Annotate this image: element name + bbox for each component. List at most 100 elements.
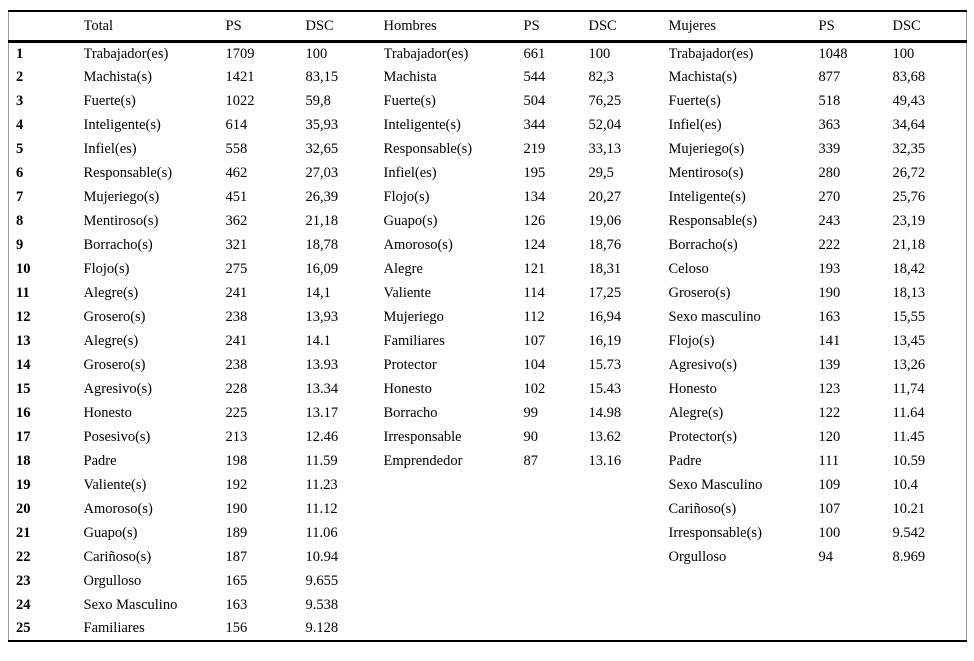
total-dsc: 11.06 [305,524,338,541]
mujeres-dsc: 10.21 [892,500,926,517]
total-dsc: 12.46 [305,428,339,445]
row-number: 9 [16,236,24,253]
hombres-dsc: 82,3 [588,68,614,85]
table-row: 7 Mujeriego(s) 451 26,39 Flojo(s) 134 20,27 Int… [9,185,967,209]
table-row: 19 Valiente(s) 192 11.23 Sexo Masculino 109 10… [9,473,967,497]
row-number: 12 [16,308,31,325]
total-dsc: 9.128 [305,620,339,637]
total-label: Honesto [83,404,132,421]
table-row: 4 Inteligente(s) 614 35,93 Inteligente(s) 344… [9,113,967,137]
mujeres-dsc: 23,19 [892,212,926,229]
total-label: Flojo(s) [83,260,130,277]
row-number: 16 [16,404,31,421]
total-dsc: 27,03 [305,164,339,181]
total-dsc: 35,93 [305,116,339,133]
frequency-table: Total PS DSC Hombres PS DSC Mujeres PS DSC 1 Trab… [8,10,967,642]
mujeres-dsc: 18,13 [892,284,926,301]
mujeres-label: Trabajador(es) [668,45,754,62]
hombres-dsc: 20,27 [588,188,622,205]
table-body: 1 Trabajador(es) 1709 100 Trabajador(es) 661 1… [9,41,967,641]
hombres-dsc: 19,06 [588,212,622,229]
hombres-label: Valiente [383,284,432,301]
mujeres-label: Borracho(s) [668,236,738,253]
hombres-dsc: 13.62 [588,428,622,445]
mujeres-ps: 339 [818,140,841,157]
column-header-hombres-dsc: DSC [588,11,669,43]
table-row: 3 Fuerte(s) 1022 59,8 Fuerte(s) 504 76,25 Fuert… [9,89,967,113]
table-row: 10 Flojo(s) 275 16,09 Alegre 121 18,31 Celoso 19… [9,257,967,281]
mujeres-ps: 877 [818,68,841,85]
total-label: Fuerte(s) [83,92,136,109]
mujeres-dsc [893,569,967,593]
hombres-label: Machista [383,68,437,85]
total-ps: 238 [225,308,248,325]
column-header-total-ps: PS [225,11,306,43]
column-header-mujeres-label: Mujeres [668,11,819,43]
total-label: Grosero(s) [83,308,146,325]
total-label: Machista(s) [83,68,152,85]
hombres-label: Responsable(s) [383,140,473,157]
table-row: 24 Sexo Masculino 163 9.538 [9,593,967,617]
table-row: 2 Machista(s) 1421 83,15 Machista 544 82,3 Mach… [9,65,967,89]
hombres-dsc: 33,13 [588,140,622,157]
hombres-label: Mujeriego [383,308,444,325]
total-ps: 614 [225,116,248,133]
total-label: Amoroso(s) [83,500,153,517]
table-row: 6 Responsable(s) 462 27,03 Infiel(es) 195 29,5… [9,161,967,185]
hombres-ps: 102 [523,380,546,397]
hombres-ps [524,497,589,521]
hombres-dsc: 18,76 [588,236,622,253]
table-row: 15 Agresivo(s) 228 13.34 Honesto 102 15.43 Hone… [9,377,967,401]
total-label: Guapo(s) [83,524,138,541]
mujeres-ps: 123 [818,380,841,397]
mujeres-label: Inteligente(s) [668,188,746,205]
hombres-ps: 344 [523,116,546,133]
total-ps: 241 [225,332,248,349]
hombres-label [384,473,524,497]
row-number: 1 [16,45,24,62]
total-ps: 1421 [225,68,255,85]
table-row: 12 Grosero(s) 238 13,93 Mujeriego 112 16,94 Sex… [9,305,967,329]
total-ps: 163 [225,596,248,613]
mujeres-ps: 120 [818,428,841,445]
hombres-dsc: 18,31 [588,260,622,277]
mujeres-ps: 243 [818,212,841,229]
mujeres-ps: 270 [818,188,841,205]
total-label: Alegre(s) [83,332,139,349]
hombres-dsc [589,593,669,617]
column-header-hombres-label: Hombres [383,11,524,43]
hombres-ps [524,569,589,593]
hombres-label [384,569,524,593]
mujeres-dsc: 11.64 [892,404,925,421]
total-dsc: 100 [305,45,328,62]
mujeres-label [669,593,819,617]
total-ps: 1022 [225,92,255,109]
mujeres-dsc: 15,55 [892,308,926,325]
mujeres-ps [819,617,893,641]
mujeres-ps: 122 [818,404,841,421]
hombres-label [384,497,524,521]
mujeres-label: Sexo Masculino [668,476,763,493]
mujeres-label: Sexo masculino [668,308,761,325]
hombres-dsc: 13.16 [588,452,622,469]
mujeres-label [669,569,819,593]
total-dsc: 18,78 [305,236,339,253]
table-row: 9 Borracho(s) 321 18,78 Amoroso(s) 124 18,76 Bo… [9,233,967,257]
mujeres-ps [819,593,893,617]
row-number: 5 [16,140,24,157]
mujeres-ps: 363 [818,116,841,133]
mujeres-ps: 280 [818,164,841,181]
hombres-label: Familiares [383,332,445,349]
hombres-ps: 87 [523,452,539,469]
total-label: Inteligente(s) [83,116,161,133]
row-number: 25 [16,620,31,637]
mujeres-dsc: 21,18 [892,236,926,253]
table-row: 18 Padre 198 11.59 Emprendedor 87 13.16 Padre 11… [9,449,967,473]
hombres-ps: 114 [523,284,545,301]
mujeres-label: Cariñoso(s) [668,500,737,517]
mujeres-ps: 163 [818,308,841,325]
total-ps: 1709 [225,45,255,62]
mujeres-dsc: 11.45 [892,428,925,445]
hombres-ps: 99 [523,404,539,421]
row-number: 17 [16,428,31,445]
